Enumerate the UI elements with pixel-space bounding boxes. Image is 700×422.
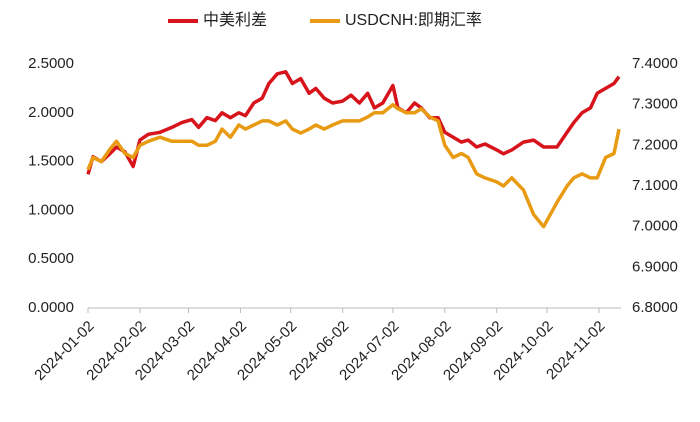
y-tick-label: 0.0000 [28, 299, 74, 316]
y2-tick-label: 7.0000 [632, 218, 678, 235]
legend-label: USDCNH:即期汇率 [345, 11, 482, 29]
y2-tick-label: 7.1000 [632, 177, 678, 194]
y2-tick-label: 6.8000 [632, 299, 678, 316]
series-line [86, 102, 621, 229]
y2-tick-label: 7.3000 [632, 96, 678, 113]
y2-tick-label: 7.4000 [632, 55, 678, 72]
legend-label: 中美利差 [203, 11, 267, 29]
y-tick-label: 1.5000 [28, 153, 74, 170]
y-tick-label: 2.5000 [28, 55, 74, 72]
y2-tick-label: 6.9000 [632, 258, 678, 275]
series-line [86, 70, 621, 175]
y-tick-label: 1.0000 [28, 201, 74, 218]
y2-tick-label: 7.2000 [632, 136, 678, 153]
y-tick-label: 0.5000 [28, 250, 74, 267]
y-tick-label: 2.0000 [28, 104, 74, 121]
